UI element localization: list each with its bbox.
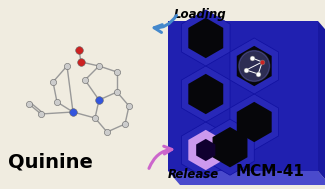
Polygon shape bbox=[196, 139, 215, 161]
Circle shape bbox=[239, 51, 270, 81]
Polygon shape bbox=[188, 18, 223, 58]
Polygon shape bbox=[168, 171, 325, 185]
Polygon shape bbox=[318, 21, 325, 185]
Polygon shape bbox=[188, 130, 223, 170]
Polygon shape bbox=[237, 46, 272, 86]
Polygon shape bbox=[213, 127, 247, 167]
Polygon shape bbox=[188, 74, 223, 114]
Polygon shape bbox=[168, 21, 318, 171]
Polygon shape bbox=[237, 102, 272, 142]
Text: MCM-41: MCM-41 bbox=[236, 164, 305, 179]
Polygon shape bbox=[230, 38, 279, 94]
Text: Quinine: Quinine bbox=[8, 152, 93, 171]
Polygon shape bbox=[182, 66, 230, 122]
Text: Release: Release bbox=[167, 168, 219, 181]
Polygon shape bbox=[206, 119, 254, 175]
Polygon shape bbox=[182, 10, 230, 66]
Polygon shape bbox=[230, 94, 279, 150]
Polygon shape bbox=[182, 122, 230, 178]
Text: Loading: Loading bbox=[174, 8, 226, 21]
